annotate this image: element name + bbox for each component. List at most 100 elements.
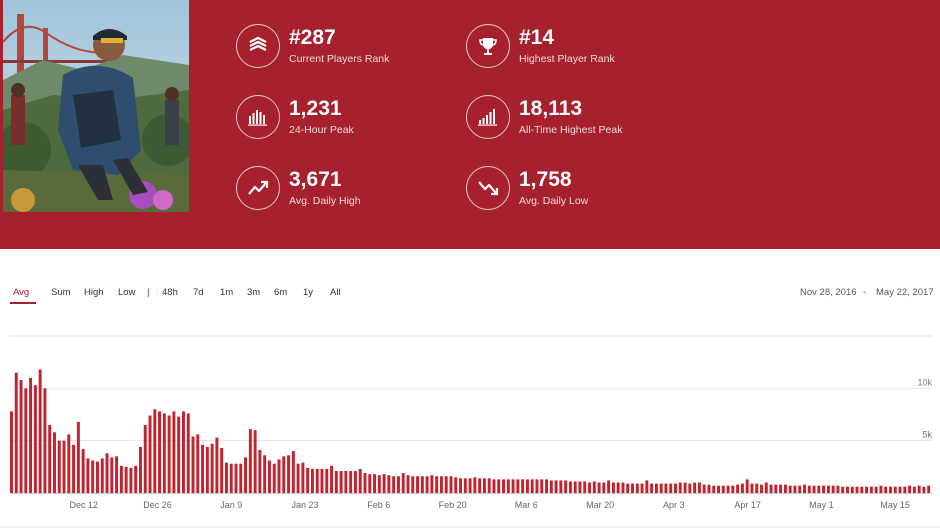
player-count-chart[interactable]: 5k 10k Dec 12 Dec 26 Jan 9 Jan 23 Feb 6 Feb 20 M…: [0, 330, 940, 530]
chart-bar[interactable]: [416, 476, 420, 493]
chart-bar[interactable]: [597, 482, 601, 493]
chart-bar[interactable]: [850, 486, 854, 493]
chart-bar[interactable]: [52, 432, 56, 493]
chart-bar[interactable]: [568, 481, 572, 493]
chart-bar[interactable]: [860, 486, 864, 493]
chart-bar[interactable]: [344, 471, 348, 493]
chart-bar[interactable]: [158, 411, 162, 493]
chart-bar[interactable]: [798, 485, 802, 493]
chart-bar[interactable]: [683, 482, 687, 493]
chart-bar[interactable]: [530, 479, 534, 493]
chart-bar[interactable]: [220, 447, 224, 493]
chart-bar[interactable]: [545, 479, 549, 493]
chart-bar[interactable]: [167, 415, 171, 493]
chart-bar[interactable]: [664, 483, 668, 493]
chart-bar[interactable]: [645, 480, 649, 493]
chart-bar[interactable]: [138, 446, 142, 493]
chart-bar[interactable]: [922, 486, 926, 493]
chart-bar[interactable]: [334, 471, 338, 493]
chart-bar[interactable]: [602, 482, 606, 493]
chart-bar[interactable]: [33, 385, 37, 493]
chart-bar[interactable]: [105, 453, 109, 493]
chart-bar[interactable]: [201, 444, 205, 493]
chart-bar[interactable]: [836, 485, 840, 493]
chart-bar[interactable]: [210, 443, 214, 493]
chart-bar[interactable]: [282, 456, 286, 493]
chart-bar[interactable]: [812, 485, 816, 493]
chart-bar[interactable]: [721, 485, 725, 493]
chart-bar[interactable]: [874, 486, 878, 493]
chart-bar[interactable]: [616, 482, 620, 493]
chart-bar[interactable]: [745, 479, 749, 493]
chart-bar[interactable]: [826, 485, 830, 493]
chart-bar[interactable]: [607, 480, 611, 493]
chart-bar[interactable]: [435, 476, 439, 493]
chart-bar[interactable]: [14, 372, 18, 493]
chart-bar[interactable]: [803, 484, 806, 493]
chart-bar[interactable]: [119, 465, 123, 493]
chart-bar[interactable]: [650, 483, 654, 493]
chart-bar[interactable]: [898, 486, 902, 493]
chart-bar[interactable]: [688, 483, 692, 493]
chart-bar[interactable]: [903, 486, 907, 493]
chart-bar[interactable]: [91, 460, 95, 493]
chart-bar[interactable]: [57, 440, 61, 493]
chart-bar[interactable]: [506, 479, 510, 493]
chart-bar[interactable]: [712, 485, 716, 493]
chart-bar[interactable]: [387, 475, 391, 493]
chart-bar[interactable]: [502, 479, 506, 493]
chart-bar[interactable]: [296, 463, 300, 493]
chart-bar[interactable]: [148, 415, 152, 493]
chart-bar[interactable]: [62, 440, 66, 493]
chart-bar[interactable]: [143, 424, 147, 493]
chart-bar[interactable]: [659, 483, 663, 493]
chart-bar[interactable]: [760, 484, 763, 493]
chart-bar[interactable]: [439, 476, 443, 493]
chart-bar[interactable]: [869, 486, 873, 493]
chart-bar[interactable]: [258, 450, 262, 493]
chart-bar[interactable]: [19, 379, 23, 493]
chart-bar[interactable]: [172, 411, 176, 493]
range-1m-button[interactable]: 1m: [220, 287, 234, 298]
chart-bar[interactable]: [697, 482, 701, 493]
chart-bar[interactable]: [726, 485, 730, 493]
chart-bar[interactable]: [425, 476, 429, 493]
chart-bar[interactable]: [779, 484, 783, 493]
chart-bar[interactable]: [783, 484, 787, 493]
chart-bar[interactable]: [110, 457, 114, 493]
chart-bar[interactable]: [702, 484, 706, 493]
chart-bar[interactable]: [841, 486, 845, 493]
chart-bar[interactable]: [234, 463, 238, 493]
chart-bar[interactable]: [554, 480, 558, 493]
chart-bar[interactable]: [373, 474, 377, 493]
chart-bar[interactable]: [244, 457, 248, 493]
chart-bar[interactable]: [353, 471, 357, 493]
chart-bar[interactable]: [358, 468, 362, 493]
chart-bar[interactable]: [72, 444, 76, 493]
chart-bar[interactable]: [291, 451, 295, 493]
chart-bar[interactable]: [382, 474, 386, 493]
chart-bar[interactable]: [521, 479, 525, 493]
chart-bar[interactable]: [482, 478, 486, 493]
chart-bar[interactable]: [793, 485, 797, 493]
chart-bar[interactable]: [10, 411, 13, 493]
chart-bar[interactable]: [927, 485, 931, 493]
chart-bar[interactable]: [908, 485, 912, 493]
chart-bar[interactable]: [449, 476, 453, 493]
chart-bar[interactable]: [191, 436, 195, 493]
chart-bar[interactable]: [267, 460, 271, 493]
chart-bar[interactable]: [306, 467, 310, 493]
chart-bar[interactable]: [764, 482, 768, 493]
chart-bar[interactable]: [224, 462, 228, 493]
chart-bar[interactable]: [788, 485, 792, 493]
chart-bar[interactable]: [884, 486, 888, 493]
chart-bar[interactable]: [81, 449, 85, 493]
chart-bar[interactable]: [396, 476, 400, 493]
chart-bar[interactable]: [478, 478, 482, 493]
chart-bar[interactable]: [497, 479, 501, 493]
chart-bar[interactable]: [640, 483, 644, 493]
chart-bar[interactable]: [578, 481, 582, 493]
chart-bar[interactable]: [153, 409, 157, 493]
chart-bar[interactable]: [674, 483, 677, 493]
chart-bar[interactable]: [310, 468, 314, 493]
